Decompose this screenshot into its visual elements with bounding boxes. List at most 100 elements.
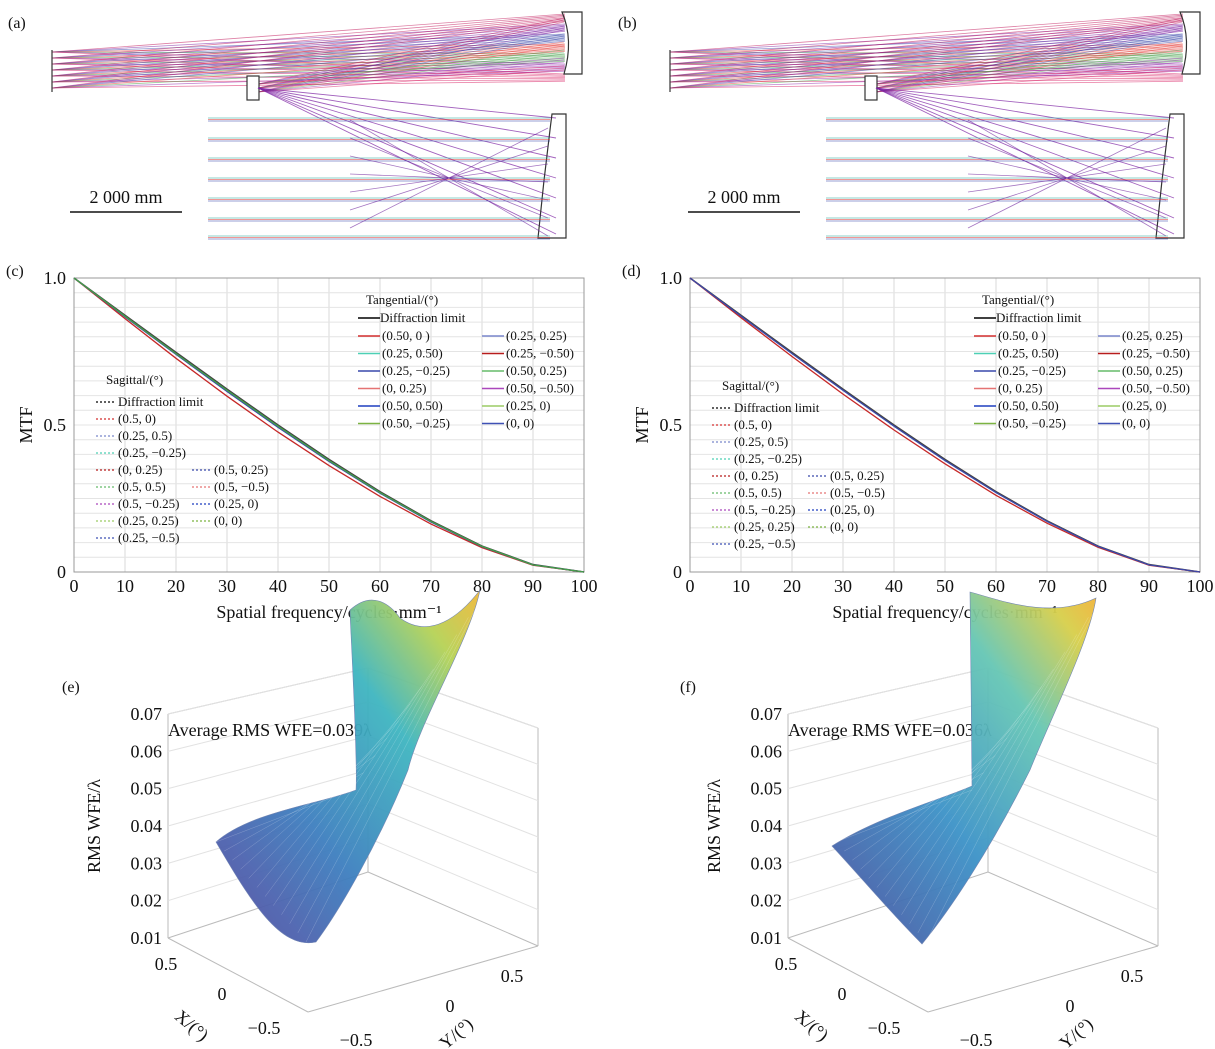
x-axis-label: X/(°) <box>791 1006 833 1046</box>
ray-line <box>51 40 566 89</box>
z-tick-label: 0.07 <box>751 704 783 724</box>
optical-layout-a <box>51 11 583 240</box>
ray-line <box>257 69 565 93</box>
x-tick-label: −0.5 <box>868 1018 901 1038</box>
axis-box-line <box>367 871 539 947</box>
legend-label: (0, 0.25) <box>118 462 162 477</box>
surface-mesh-line <box>876 703 1031 888</box>
panel-label-d: (d) <box>622 263 641 280</box>
surface-mesh-line <box>860 738 1008 870</box>
scale-bar-label-b: 2 000 mm <box>707 187 780 207</box>
ray-line <box>875 33 1183 85</box>
ray-line <box>51 50 566 89</box>
wfe-surface <box>831 591 1097 945</box>
ray-line <box>257 87 557 179</box>
panel-label-e: (e) <box>62 679 80 696</box>
legend-label: (0.25, 0.25) <box>506 328 567 343</box>
y-axis-label: Y/(°) <box>435 1014 477 1049</box>
legend-label: (0, 0) <box>1122 416 1150 431</box>
y-tick-label: 0 <box>57 562 66 582</box>
grid-line <box>367 837 539 911</box>
axis-box-line <box>307 945 539 1013</box>
z-tick-label: 0.03 <box>751 853 783 873</box>
ray-line <box>257 49 565 85</box>
z-tick-label: 0.07 <box>131 704 163 724</box>
legend-label: (0.25, −0.25) <box>734 451 802 466</box>
ray-line <box>875 87 1175 119</box>
panel-label-f: (f) <box>680 679 696 696</box>
legend-label: (0.25, −0.5) <box>734 536 796 551</box>
z-tick-label: 0.04 <box>751 816 783 836</box>
ray-line <box>51 18 566 77</box>
legend-label: (0.25, 0) <box>214 496 258 511</box>
grid-line <box>167 667 369 715</box>
legend-label: (0, 0.25) <box>382 381 426 396</box>
ray-line <box>875 25 1183 85</box>
x-tick-label: 0 <box>218 984 227 1004</box>
ray-line <box>51 16 566 65</box>
surface-mesh-line <box>305 599 481 943</box>
primary-mirror <box>561 11 583 75</box>
sagittal-legend-title: Sagittal/(°) <box>722 378 779 393</box>
ray-line <box>875 17 1183 85</box>
legend-label: (0.5, −0.5) <box>830 485 885 500</box>
plot-frame <box>73 277 585 573</box>
panel-label-b: (b) <box>618 15 637 32</box>
tertiary-mirror <box>537 113 567 239</box>
legend-label: (0.50, 0.50) <box>998 398 1059 413</box>
z-tick-label: 0.04 <box>131 816 163 836</box>
ray-line <box>257 33 565 85</box>
secondary-mirror <box>246 75 260 101</box>
ray-line <box>669 50 1184 89</box>
x-tick-label: 0 <box>70 576 79 596</box>
legend-label: (0, 0) <box>506 416 534 431</box>
ray-line <box>51 28 566 77</box>
surface-mesh-line <box>248 720 399 879</box>
legend-label: Diffraction limit <box>380 310 466 325</box>
primary-mirror <box>1179 11 1201 75</box>
surface-mesh-line <box>917 617 1089 934</box>
surface-title: Average RMS WFE=0.039λ <box>168 720 372 740</box>
legend-label: (0.25, 0.5) <box>118 428 172 443</box>
ray-line <box>669 16 1184 65</box>
series-line <box>689 277 1201 573</box>
x-tick-label: 100 <box>571 576 598 596</box>
ray-line <box>875 41 1183 85</box>
surface-mesh-line <box>215 789 353 843</box>
surface-mesh-line <box>289 634 457 924</box>
ray-line <box>875 69 1183 93</box>
y-tick-label: 1.0 <box>660 268 683 288</box>
x-tick-label: 40 <box>885 576 903 596</box>
axis-box-line <box>167 937 309 1013</box>
axis-box-line <box>987 871 1159 947</box>
axis-box-line <box>927 945 1159 1013</box>
ray-line <box>257 57 565 85</box>
z-tick-label: 0.06 <box>131 741 163 761</box>
ray-line <box>875 67 1183 89</box>
y-axis-label: MTF <box>632 406 652 443</box>
grid-line <box>787 667 989 715</box>
ray-line <box>257 61 565 93</box>
ray-line <box>257 41 565 85</box>
x-tick-label: 10 <box>116 576 134 596</box>
ray-line <box>875 61 1183 93</box>
legend-label: (0, 0) <box>830 519 858 534</box>
x-tick-label: 90 <box>1140 576 1158 596</box>
tangential-legend-title: Tangential/(°) <box>982 292 1054 307</box>
legend-label: Diffraction limit <box>118 394 204 409</box>
z-tick-label: 0.06 <box>751 741 783 761</box>
ray-line <box>257 67 565 89</box>
x-tick-label: 0.5 <box>155 954 178 974</box>
mtf-chart-c: 0 10 20 30 40 50 60 70 80 90 100 0 0.5 1.0 Spatial fre… <box>16 268 598 622</box>
legend-label: (0, 0) <box>214 513 242 528</box>
legend-label: (0.25, 0.25) <box>734 519 795 534</box>
y-tick-label: −0.5 <box>960 1030 993 1049</box>
surface-title: Average RMS WFE=0.036λ <box>788 720 992 740</box>
z-tick-label: 0.01 <box>131 928 163 948</box>
series-line <box>73 277 585 573</box>
x-tick-label: 0 <box>686 576 695 596</box>
ray-line <box>51 38 566 77</box>
x-tick-label: 70 <box>422 576 440 596</box>
legend-label: Diffraction limit <box>996 310 1082 325</box>
series-line <box>73 277 585 573</box>
